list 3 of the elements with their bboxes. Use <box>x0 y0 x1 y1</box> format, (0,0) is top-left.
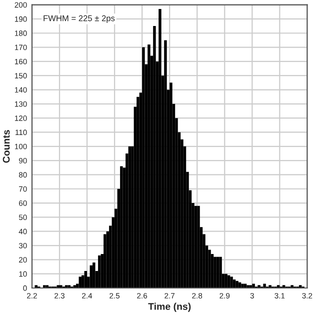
y-axis-title: Counts <box>2 130 10 163</box>
annotation: FWHM = 225 ± 2ps <box>44 15 115 23</box>
x-axis-title: Time (ns) <box>148 302 191 312</box>
